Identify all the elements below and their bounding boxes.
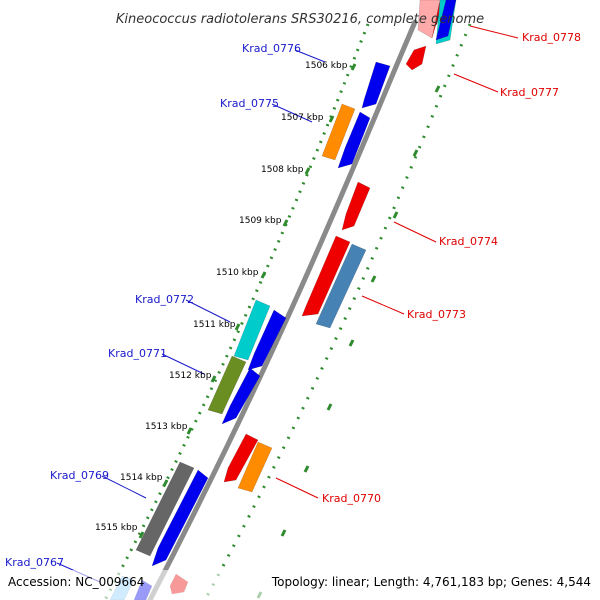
leader-line [361,295,405,315]
kbp-tick-label: 1514 kbp [120,473,163,483]
gene-label-krad_0775[interactable]: Krad_0775 [220,97,279,110]
gene-label-krad_0777[interactable]: Krad_0777 [500,86,559,99]
gene-label-krad_0767[interactable]: Krad_0767 [5,556,64,569]
kbp-ticks: 1506 kbp 1507 kbp 1508 kbp 1509 kbp 1510 kbp… [95,61,441,599]
gene-label-krad_0769[interactable]: Krad_0769 [50,469,109,482]
genes-layer [109,0,457,600]
right-tick-mark [280,529,287,537]
gene-arrow-krad_0772[interactable] [233,299,271,361]
leader-line [294,49,326,63]
kbp-tick-label: 1513 kbp [145,422,188,432]
leader-line [185,299,231,323]
gene-arrow-krad_0778d[interactable] [435,0,457,41]
gene-arrow-krad_0772b[interactable] [247,309,287,371]
right-tick-mark [392,211,399,219]
gene-arrow-krad_0771b[interactable] [221,367,261,425]
kbp-tick-mark [260,271,267,279]
gene-arrow-krad_0774b[interactable] [301,235,351,317]
kbp-tick-label: 1512 kbp [169,371,212,381]
topology-text: Topology: linear; Length: 4,761,183 bp; … [271,575,591,589]
gene-arrow-krad_0775b[interactable] [337,111,371,169]
kbp-tick-mark [328,115,335,123]
leaders-layer: Krad_0776 Krad_0775 Krad_0772 Krad_0771 Krad… [5,25,581,583]
gene-label-krad_0772[interactable]: Krad_0772 [135,293,194,306]
accession-text: Accession: NC_009664 [8,575,144,589]
kbp-tick-mark [210,375,217,383]
right-tick-mark [370,275,377,283]
genome-backbone [147,19,418,600]
kbp-tick-mark [138,531,145,539]
gene-arrow-krad_0770b[interactable] [237,441,273,493]
footer-band [0,570,600,600]
kbp-tick-mark [304,167,311,175]
gene-label-krad_0774[interactable]: Krad_0774 [439,235,498,248]
gene-arrow-krad_0771[interactable] [207,355,247,415]
leader-line [275,477,319,499]
leader-line [161,353,205,375]
left-dotted-track [103,23,370,600]
kbp-tick-mark [282,219,289,227]
gene-arrow-krad_0776[interactable] [361,61,391,109]
kbp-tick-mark [234,323,241,331]
leader-line [393,221,437,243]
gene-label-krad_0773[interactable]: Krad_0773 [407,308,466,321]
kbp-tick-label: 1507 kbp [281,113,324,123]
gene-arrow-krad_0770[interactable] [223,433,259,483]
map-title: Kineococcus radiotolerans SRS30216, comp… [116,12,484,27]
gene-arrow-krad_0777[interactable] [405,45,427,71]
kbp-tick-label: 1506 kbp [305,61,348,71]
right-tick-mark [434,85,441,93]
gene-label-krad_0776[interactable]: Krad_0776 [242,42,301,55]
right-tick-mark [412,149,419,157]
gene-label-krad_0770[interactable]: Krad_0770 [322,492,381,505]
kbp-tick-label: 1508 kbp [261,165,304,175]
gene-arrow-krad_0769b[interactable] [151,469,209,567]
kbp-tick-label: 1510 kbp [216,268,259,278]
kbp-tick-label: 1515 kbp [95,523,138,533]
right-tick-mark [326,403,333,411]
gene-label-krad_0778[interactable]: Krad_0778 [522,31,581,44]
gene-label-krad_0771[interactable]: Krad_0771 [108,347,167,360]
gene-arrow-krad_0778b[interactable] [417,0,441,39]
leader-line [101,475,147,499]
right-tick-mark [303,465,310,473]
gene-arrow-krad_0769[interactable] [135,461,195,557]
leader-line [469,25,519,39]
leader-line [271,103,313,123]
right-tick-mark [348,339,355,347]
gene-arrow-krad_0775[interactable] [321,103,356,161]
gene-arrow-krad_0774[interactable] [341,181,371,231]
right-dotted-track [203,23,472,600]
gene-arrow-krad_0773[interactable] [315,243,367,329]
kbp-tick-label: 1509 kbp [239,216,282,226]
kbp-tick-mark [186,427,193,435]
kbp-tick-mark [162,479,169,487]
kbp-tick-mark [350,63,357,71]
kbp-tick-label: 1511 kbp [193,320,236,330]
leader-line [453,73,499,93]
